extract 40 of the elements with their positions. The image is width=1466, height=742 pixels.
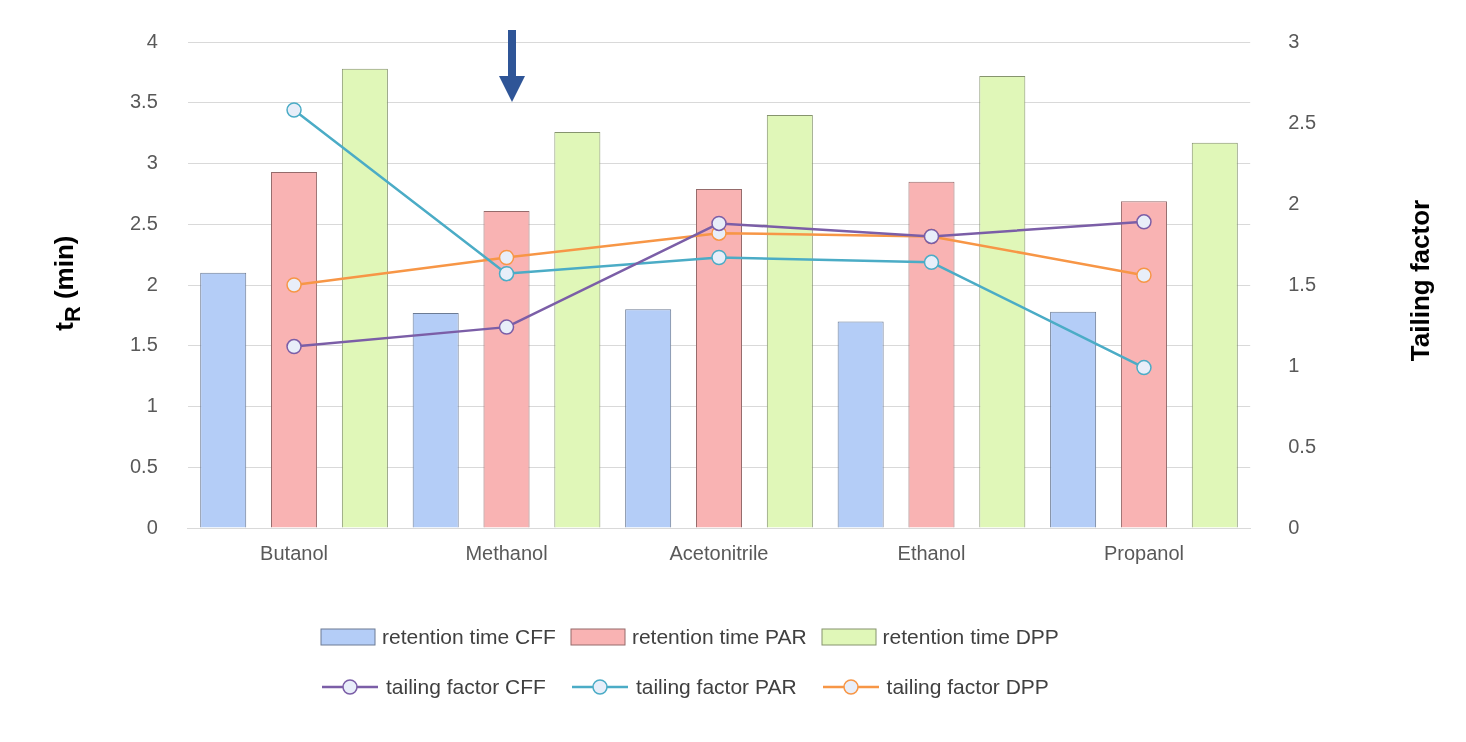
y2-tick-label: 1	[1288, 353, 1300, 376]
y2-tick-label: 2.5	[1288, 110, 1317, 133]
y-tick-label: 2.5	[129, 211, 158, 234]
legend-label: tailing factor CFF	[386, 675, 546, 699]
point	[1136, 214, 1152, 230]
legend-label: tailing factor PAR	[635, 675, 797, 699]
y-tick-label: 1.5	[129, 333, 158, 356]
y2-tick-label: 0.5	[1288, 434, 1317, 457]
legend-label: retention time PAR	[631, 625, 807, 649]
point	[286, 277, 302, 293]
y-tick-label: 3.5	[129, 90, 158, 113]
legend-label: retention time DPP	[882, 625, 1059, 649]
x-tick-label: Ethanol	[897, 541, 966, 564]
y-tick-label: 3	[146, 151, 158, 174]
point	[1136, 267, 1152, 284]
y-tick-label: 2	[146, 272, 158, 295]
x-tick-label: Acetonitrile	[669, 541, 769, 564]
y2-tick-label: 3	[1288, 29, 1300, 52]
y-tick-label: 1	[146, 394, 158, 417]
point	[498, 249, 515, 266]
y2-tick-label: 2	[1288, 191, 1300, 214]
x-tick-label: Propanol	[1103, 541, 1184, 564]
y2-axis-title: Tailing factor	[1405, 199, 1437, 362]
x-tick-label: Methanol	[465, 541, 548, 564]
y2-tick-label: 1.5	[1288, 272, 1317, 295]
point	[923, 254, 940, 271]
point	[1136, 359, 1152, 376]
x-tick-label: Butanol	[260, 541, 328, 564]
legend-label: tailing factor DPP	[886, 675, 1049, 699]
y2-tick-label: 0	[1288, 515, 1300, 538]
legend-label: retention time CFF	[382, 625, 556, 649]
y-tick-label: 0.5	[129, 454, 158, 477]
point	[498, 265, 515, 282]
y-tick-label: 4	[146, 29, 158, 52]
point	[286, 338, 302, 355]
point	[711, 215, 727, 232]
point	[498, 319, 515, 335]
point	[711, 249, 727, 266]
point	[286, 102, 302, 118]
y-tick-label: 0	[146, 515, 158, 538]
